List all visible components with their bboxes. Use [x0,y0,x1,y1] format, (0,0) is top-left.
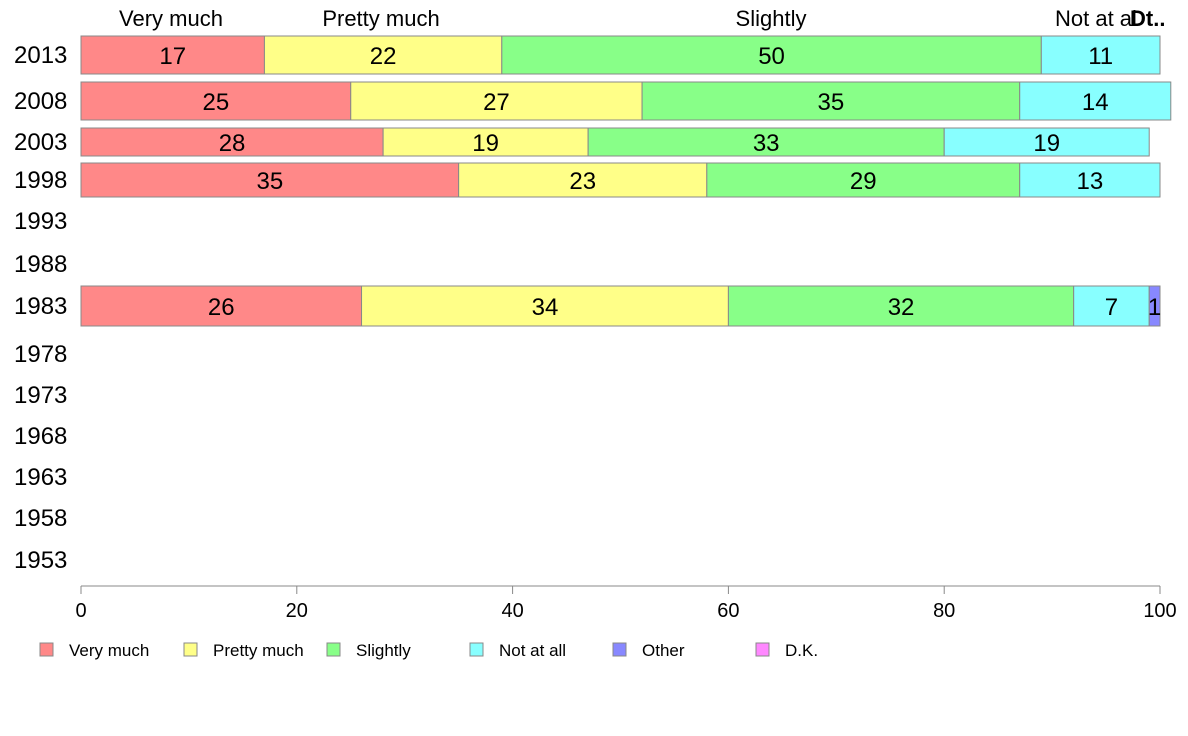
year-labels: 2013 2008 2003 1998 1993 1988 1983 1978 1973 1968… [14,42,67,574]
bar-2003-very-much [80,127,384,157]
year-label-1983: 1983 [14,293,67,320]
top-category-labels: Very much Pretty much Slightly Not at alDt.… [119,6,1165,31]
top-label-4: Dt.. [1130,6,1165,31]
legend-swatch-4 [612,642,627,657]
x-tick-label-0: 0 [75,600,86,622]
bar-1983-not-at-all [1073,285,1150,327]
bar-1983-very-much [80,285,363,327]
data-label-2013-2: 50 [758,43,785,70]
legend-label-5: D.K. [785,641,818,660]
year-label-1993: 1993 [14,208,67,235]
data-label-2003-1: 19 [472,130,499,157]
legend-swatch-1 [183,642,198,657]
top-label-3: Not at al [1055,6,1137,31]
bar-1998-not-at-all [1019,162,1161,198]
bar-2008-slightly [641,81,1021,121]
year-label-1953: 1953 [14,547,67,574]
bar-2013-very-much [80,35,265,75]
data-label-2003-3: 19 [1033,130,1060,157]
legend-swatch-2 [326,642,341,657]
top-label-1: Pretty much [322,6,439,31]
data-label-2013-1: 22 [370,43,397,70]
bar-2008-very-much [80,81,352,121]
data-label-2008-3: 14 [1082,89,1109,116]
year-label-2003: 2003 [14,129,67,156]
data-label-1983-4: 1 [1148,294,1161,321]
bar-1998-pretty-much [458,162,708,198]
year-label-1973: 1973 [14,382,67,409]
data-label-1998-3: 13 [1077,168,1104,195]
bar-2008-not-at-all [1019,81,1172,121]
year-label-1998: 1998 [14,167,67,194]
bars: 17 22 50 11 25 27 35 14 28 19 33 19 35 23 29 13 26 34 32 7 1 [80,35,1172,327]
x-tick-label-20: 20 [286,600,308,622]
top-label-0: Very much [119,6,223,31]
bar-2003-not-at-all [943,127,1150,157]
bar-2013-pretty-much [263,35,503,75]
data-label-1998-2: 29 [850,168,877,195]
bar-1983-slightly [727,285,1075,327]
legend-label-0: Very much [69,641,149,660]
data-label-1983-2: 32 [888,294,915,321]
data-label-2003-0: 28 [219,130,246,157]
data-label-1983-0: 26 [208,294,235,321]
data-label-1998-1: 23 [569,168,596,195]
year-label-2008: 2008 [14,88,67,115]
bar-1983-pretty-much [361,285,729,327]
top-label-2: Slightly [736,6,807,31]
data-label-2013-0: 17 [159,43,186,70]
legend-label-3: Not at all [499,641,566,660]
legend: Very much Pretty much Slightly Not at all Ot… [39,641,818,660]
bar-2008-pretty-much [350,81,643,121]
legend-label-1: Pretty much [213,641,304,660]
legend-label-4: Other [642,641,685,660]
data-label-2008-1: 27 [483,89,510,116]
legend-swatch-3 [469,642,484,657]
x-tick-label-100: 100 [1143,600,1176,622]
data-label-2003-2: 33 [753,130,780,157]
legend-swatch-5 [755,642,770,657]
bar-1983-other [1148,285,1161,327]
data-label-2008-2: 35 [818,89,845,116]
data-label-2013-3: 11 [1088,43,1113,70]
year-label-1978: 1978 [14,341,67,368]
bar-2003-pretty-much [382,127,589,157]
data-label-1983-3: 7 [1105,294,1118,321]
legend-label-2: Slightly [356,641,411,660]
x-tick-label-80: 80 [933,600,955,622]
x-tick-label-40: 40 [501,600,523,622]
legend-swatch-0 [39,642,54,657]
year-label-1968: 1968 [14,423,67,450]
year-label-2013: 2013 [14,42,67,69]
year-label-1988: 1988 [14,251,67,278]
bar-1998-very-much [80,162,460,198]
x-axis: 0 20 40 60 80 100 [75,585,1177,622]
data-label-1983-1: 34 [532,294,559,321]
bar-2013-not-at-all [1040,35,1161,75]
data-label-2008-0: 25 [203,89,230,116]
bar-2013-slightly [501,35,1042,75]
year-label-1963: 1963 [14,464,67,491]
year-label-1958: 1958 [14,505,67,532]
x-tick-label-60: 60 [717,600,739,622]
data-label-1998-0: 35 [256,168,283,195]
